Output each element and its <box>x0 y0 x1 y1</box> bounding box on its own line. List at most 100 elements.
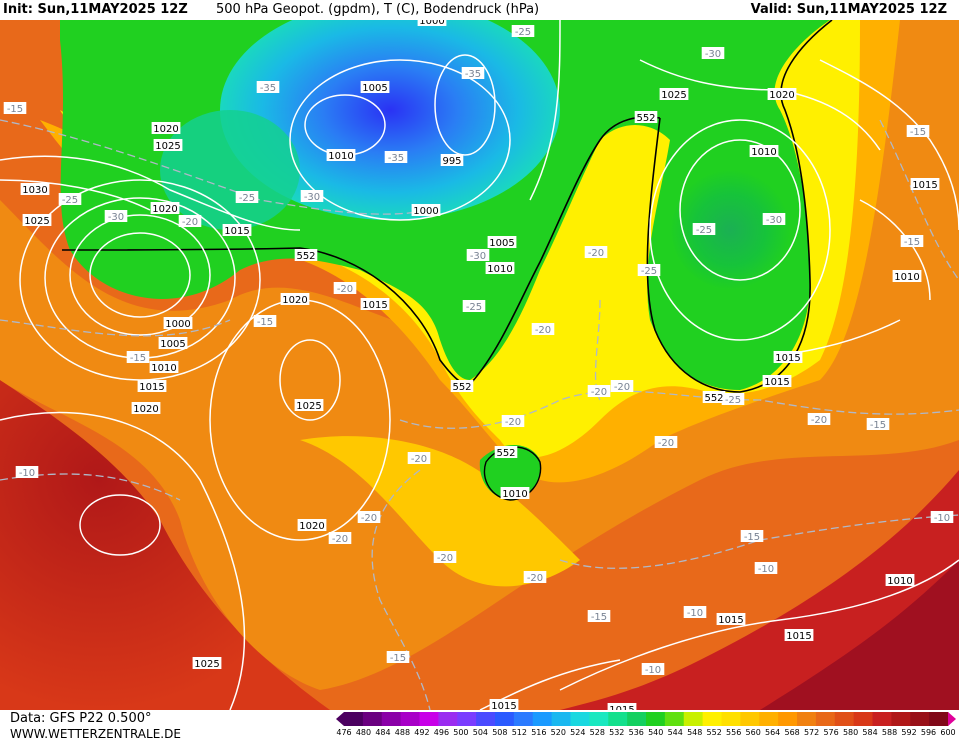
pressure-label-bg <box>910 178 940 190</box>
pressure-label: 1000 <box>411 204 441 217</box>
legend-tick-label: 500 <box>453 728 469 737</box>
pressure-label-bg <box>297 519 327 531</box>
legend-tick-label: 544 <box>667 728 683 737</box>
temperature-label: -25 <box>637 264 661 277</box>
temperature-label-text: -20 <box>437 553 453 564</box>
geopotential-label-bg <box>494 446 518 458</box>
temperature-label: -25 <box>58 193 82 206</box>
temperature-label-bg <box>762 213 786 225</box>
pressure-label-bg <box>417 20 447 26</box>
pressure-label-bg <box>151 122 181 134</box>
temperature-label: -30 <box>701 47 725 60</box>
pressure-label: 1010 <box>500 487 530 500</box>
temperature-label-bg <box>587 610 611 622</box>
legend-tick-label: 476 <box>336 728 352 737</box>
valid-time: Valid: Sun,11MAY2025 12Z <box>750 2 947 17</box>
legend-tick-label: 580 <box>842 728 859 737</box>
pressure-label: 1005 <box>360 81 390 94</box>
temperature-label-text: -20 <box>337 284 353 295</box>
pressure-label-bg <box>222 224 252 236</box>
warm-region-southwest <box>0 380 330 710</box>
pressure-label-text: 1015 <box>224 226 249 237</box>
pressure-label-text: 1010 <box>487 264 512 275</box>
pressure-label-text: 1010 <box>502 489 527 500</box>
pressure-label-text: 1010 <box>151 363 176 374</box>
pressure-label-bg <box>411 204 441 216</box>
temperature-label: -25 <box>511 25 535 38</box>
pressure-label-bg <box>326 149 356 161</box>
temperature-label: -35 <box>461 67 485 80</box>
pressure-label: 1010 <box>749 145 779 158</box>
temperature-label-bg <box>587 385 611 397</box>
pressure-label-text: 1015 <box>786 631 811 642</box>
temperature-label-bg <box>256 81 280 93</box>
temperature-label-bg <box>104 210 128 222</box>
temperature-label-text: -20 <box>535 325 551 336</box>
pressure-label: 1020 <box>150 202 180 215</box>
temperature-label-bg <box>900 235 924 247</box>
temperature-label-bg <box>384 151 408 163</box>
pressure-label-text: 1025 <box>155 141 180 152</box>
legend-tick-label: 524 <box>570 728 586 737</box>
temperature-label-bg <box>126 351 150 363</box>
temperature-label-bg <box>433 551 457 563</box>
pressure-label-bg <box>659 88 689 100</box>
temperature-label-text: -35 <box>260 83 276 94</box>
map-labels: 1000 1005 1010 995 1000 1005 1010 1020 1025 1030 1… <box>3 20 954 710</box>
pressure-label: 995 <box>440 154 464 167</box>
cutoff-low-biscay <box>479 445 541 500</box>
legend-swatch <box>344 712 364 726</box>
temperature-label: -15 <box>253 315 277 328</box>
pressure-label: 1000 <box>417 20 447 27</box>
temperature-label-text: -10 <box>758 564 774 575</box>
temperature-label-text: -35 <box>388 153 404 164</box>
pressure-label-text: 995 <box>442 156 461 167</box>
pressure-label-bg <box>294 399 324 411</box>
temperature-label: -20 <box>807 413 831 426</box>
pressure-label: 1015 <box>784 629 814 642</box>
legend-swatch <box>778 712 798 726</box>
pressure-label: 1025 <box>659 88 689 101</box>
temperature-label-bg <box>3 102 27 114</box>
pressure-label-bg <box>150 202 180 214</box>
temperature-label-text: -15 <box>390 653 406 664</box>
pressure-label-bg <box>131 402 161 414</box>
temperature-label: -15 <box>386 651 410 664</box>
temperature-label-text: -10 <box>934 513 950 524</box>
legend-swatch <box>815 712 836 726</box>
temperature-label-bg <box>531 323 555 335</box>
temperature-label: -10 <box>930 511 954 524</box>
pressure-label-text: 1025 <box>661 90 686 101</box>
pressure-label-text: 1025 <box>24 216 49 227</box>
color-legend-ticks: 476 480 484 488 492 496 500 504 508 512 516 520 524 5… <box>336 728 955 740</box>
temperature-label-bg <box>300 190 324 202</box>
legend-swatch <box>381 712 402 726</box>
website-credit: WWW.WETTERZENTRALE.DE <box>10 727 181 741</box>
legend-tick-label: 504 <box>472 728 489 737</box>
temperature-label-text: -20 <box>182 217 198 228</box>
pressure-label-text: 1000 <box>165 319 190 330</box>
map-title: 500 hPa Geopot. (gpdm), T (C), Bodendruc… <box>216 2 540 17</box>
pressure-label-text: 1030 <box>22 185 47 196</box>
pressure-label: 1020 <box>297 519 327 532</box>
temperature-label-text: -10 <box>645 665 661 676</box>
temperature-label-bg <box>740 530 764 542</box>
pressure-label-bg <box>607 703 637 710</box>
pressure-label: 1015 <box>222 224 252 237</box>
temperature-label-text: -25 <box>239 193 255 204</box>
temperature-label: -25 <box>721 393 745 406</box>
legend-tick-label: 488 <box>394 728 411 737</box>
temperature-label: -20 <box>654 436 678 449</box>
pressure-label: 1025 <box>153 139 183 152</box>
legend-swatch <box>872 712 892 726</box>
temperature-label: -25 <box>692 223 716 236</box>
temperature-label: -15 <box>587 610 611 623</box>
pressure-label-bg <box>489 699 519 710</box>
pressure-label-bg <box>716 613 746 625</box>
legend-tick-label: 480 <box>355 728 372 737</box>
legend-tick-label: 496 <box>433 728 450 737</box>
legend-swatch <box>513 712 534 726</box>
temperature-label-bg <box>357 511 381 523</box>
legend-swatch <box>910 712 930 726</box>
legend-tick-label: 592 <box>901 728 917 737</box>
